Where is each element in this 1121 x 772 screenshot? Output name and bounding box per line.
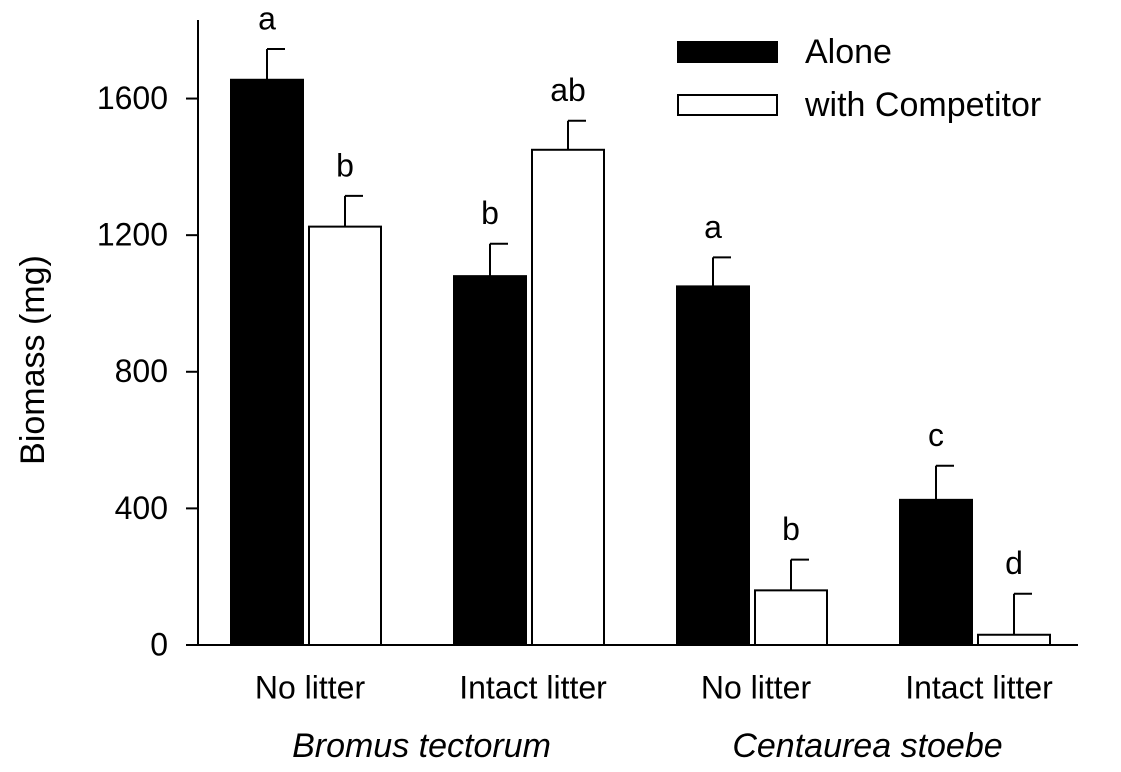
significance-letter: a	[704, 209, 722, 245]
bar	[531, 148, 605, 646]
group-label: Bromus tectorum	[292, 727, 551, 765]
legend-label: with Competitor	[804, 86, 1041, 124]
significance-letter: c	[928, 417, 944, 453]
bar	[754, 589, 828, 646]
x-tick-label: Intact litter	[905, 669, 1053, 705]
y-tick-label: 0	[150, 626, 168, 662]
significance-letter: b	[336, 147, 354, 183]
y-tick-label: 1600	[97, 80, 168, 116]
y-tick-label: 800	[115, 353, 168, 389]
bar	[230, 78, 304, 646]
x-tick-label: No litter	[701, 669, 812, 705]
y-axis-label: Biomass (mg)	[14, 255, 52, 465]
significance-letter: d	[1005, 545, 1023, 581]
significance-letter: b	[481, 195, 499, 231]
legend-swatch	[677, 41, 778, 63]
y-tick-label: 1200	[97, 217, 168, 253]
legend-label: Alone	[805, 33, 892, 71]
legend-swatch	[677, 94, 778, 116]
significance-letter: b	[782, 511, 800, 547]
bar	[308, 225, 382, 647]
bar	[676, 285, 750, 646]
bar	[453, 275, 527, 646]
x-tick-label: Intact litter	[459, 669, 607, 705]
x-tick-label: No litter	[255, 669, 366, 705]
significance-letter: a	[258, 0, 276, 36]
group-label: Centaurea stoebe	[732, 727, 1002, 765]
y-tick-label: 400	[115, 490, 168, 526]
significance-letter: ab	[550, 72, 586, 108]
bar	[899, 498, 973, 646]
bar	[977, 633, 1051, 646]
